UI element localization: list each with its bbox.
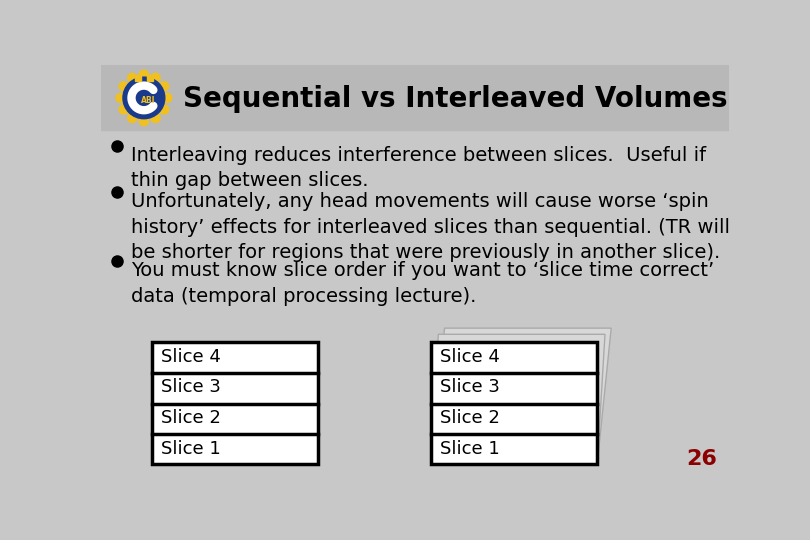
Text: Slice 2: Slice 2 xyxy=(161,409,221,427)
Text: Interleaving reduces interference between slices.  Useful if
thin gap between sl: Interleaving reduces interference betwee… xyxy=(130,146,706,191)
Circle shape xyxy=(139,117,148,126)
Text: Slice 2: Slice 2 xyxy=(440,409,500,427)
Bar xyxy=(431,342,597,464)
Text: Unfortunately, any head movements will cause worse ‘spin
history’ effects for in: Unfortunately, any head movements will c… xyxy=(130,192,730,262)
Circle shape xyxy=(160,82,168,91)
Text: Sequential vs Interleaved Volumes: Sequential vs Interleaved Volumes xyxy=(182,85,727,113)
Circle shape xyxy=(151,73,160,83)
Text: Slice 4: Slice 4 xyxy=(440,348,500,366)
Text: Slice 1: Slice 1 xyxy=(440,440,500,458)
Bar xyxy=(101,65,729,130)
Text: Slice 4: Slice 4 xyxy=(161,348,221,366)
Circle shape xyxy=(163,93,172,103)
Circle shape xyxy=(139,70,148,79)
Circle shape xyxy=(160,105,168,114)
Bar xyxy=(151,342,318,464)
Circle shape xyxy=(151,113,160,123)
Polygon shape xyxy=(431,328,612,464)
Polygon shape xyxy=(431,334,605,464)
Text: Slice 3: Slice 3 xyxy=(161,379,221,396)
Text: You must know slice order if you want to ‘slice time correct’
data (temporal pro: You must know slice order if you want to… xyxy=(130,261,714,306)
Circle shape xyxy=(128,113,137,123)
Text: ABI: ABI xyxy=(140,97,155,105)
Circle shape xyxy=(116,93,126,103)
Text: 26: 26 xyxy=(687,449,718,469)
Circle shape xyxy=(119,105,129,114)
Circle shape xyxy=(119,82,129,91)
Circle shape xyxy=(128,73,137,83)
Circle shape xyxy=(123,77,164,119)
Text: Slice 3: Slice 3 xyxy=(440,379,500,396)
Text: Slice 1: Slice 1 xyxy=(161,440,220,458)
